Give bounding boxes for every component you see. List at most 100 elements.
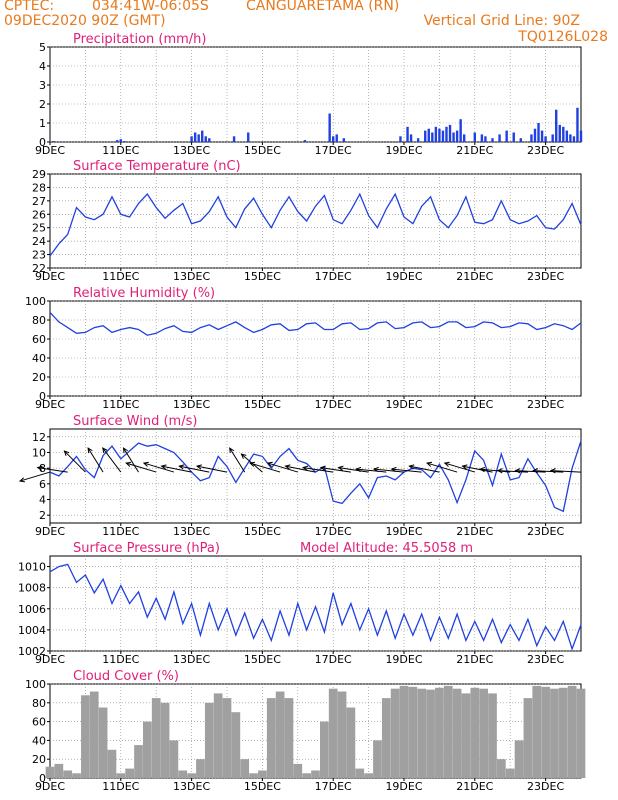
wind-arrow-head (532, 468, 539, 474)
humidity-xtick-label: 17DEC (315, 398, 352, 411)
wind-frame (49, 428, 582, 524)
cloud-cover-bar (355, 768, 365, 778)
wind-arrow-shaft (249, 462, 281, 473)
wind-arrow-shaft (123, 447, 139, 473)
wind-arrow-head (229, 447, 235, 454)
humidity-xtick-label: 19DEC (385, 398, 422, 411)
wind-arrow-shaft (267, 462, 298, 473)
header-coords: 034:41W-06:05S (92, 0, 209, 14)
cloud-cover-xtick-label: 9DEC (35, 780, 65, 793)
wind-arrow-shaft (303, 467, 334, 473)
cloud-cover-bar (567, 685, 577, 778)
cloud-cover-bar (443, 685, 453, 778)
precipitation-bar (572, 136, 576, 142)
cloud-cover-bar (89, 691, 99, 778)
precipitation-xtick-label: 11DEC (102, 144, 139, 157)
precipitation-bar (201, 130, 204, 142)
precipitation-bar (52, 141, 55, 142)
precipitation-bar (448, 124, 452, 142)
wind-arrow-shaft (64, 450, 86, 473)
temperature-ytick-label: 27 (32, 195, 46, 208)
cloud-cover-bar (134, 745, 143, 778)
pressure-ytick-label: 1004 (18, 624, 46, 637)
precipitation-bar (562, 126, 565, 142)
precipitation-bar (328, 113, 331, 142)
cloud-cover-bar (63, 770, 73, 778)
precipitation-bar (462, 134, 466, 142)
header-source: CPTEC: (4, 0, 55, 14)
wind-arrow-head (425, 461, 433, 467)
wind-arrow-head (18, 477, 26, 483)
cloud-cover-ytick-label: 80 (32, 697, 46, 710)
precipitation-bar (505, 130, 508, 142)
wind-arrow-head (390, 466, 397, 473)
precipitation-bar (519, 138, 523, 142)
precipitation-bar (441, 130, 445, 142)
cloud-cover-bar (461, 693, 471, 778)
wind-arrow-shaft (550, 470, 582, 473)
cloud-cover-bar (178, 770, 188, 778)
precipitation-bar (533, 128, 537, 142)
precipitation-bar (193, 132, 197, 142)
wind-arrow-shaft (179, 465, 210, 473)
precipitation-bar (303, 140, 307, 142)
cloud-cover-bar (293, 763, 303, 778)
cloud-cover-bar (222, 698, 232, 778)
precipitation-bar (438, 128, 441, 142)
wind-arrow-head (125, 461, 132, 467)
precipitation-bar (473, 132, 476, 142)
pressure-xtick-label: 9DEC (35, 653, 65, 666)
cloud-cover-bar (81, 695, 90, 778)
precipitation-xtick-label: 17DEC (315, 144, 352, 157)
wind-arrow-shaft (19, 471, 51, 482)
precipitation-bar (424, 130, 427, 142)
cloud-cover-bar (381, 698, 391, 778)
precipitation-bar (332, 136, 335, 142)
temperature-xtick-label: 11DEC (102, 270, 139, 283)
cloud-cover-bar (275, 691, 285, 778)
pressure-xtick-label: 21DEC (456, 653, 493, 666)
cloud-cover-xtick-label: 13DEC (173, 780, 210, 793)
precipitation-bar (459, 119, 462, 142)
wind-arrow-head (514, 468, 521, 474)
cloud-cover-bar (284, 698, 294, 778)
wind-arrow-shaft (161, 465, 192, 473)
precipitation-bar (342, 138, 346, 142)
humidity-frame (49, 300, 582, 397)
precipitation-bar (455, 130, 459, 142)
precipitation-bar (409, 134, 413, 142)
temperature-xtick-label: 21DEC (456, 270, 493, 283)
precipitation-bar (232, 136, 236, 142)
humidity-xtick-label: 9DEC (35, 398, 65, 411)
precipitation-xtick-label: 19DEC (385, 144, 422, 157)
precipitation-ytick-label: 4 (39, 60, 46, 73)
cloud-cover-ytick-label: 60 (32, 716, 46, 729)
precipitation-bar (416, 138, 420, 142)
pressure-title: Surface Pressure (hPa) (73, 541, 220, 556)
temperature-ytick-label: 24 (32, 235, 46, 248)
humidity-ytick-label: 20 (32, 371, 46, 384)
humidity-xtick-label: 13DEC (173, 398, 210, 411)
temperature-xtick-label: 19DEC (385, 270, 422, 283)
wind-xtick-label: 15DEC (244, 525, 281, 538)
cloud-cover-bar (213, 693, 223, 778)
cloud-cover-bar (319, 721, 329, 778)
wind-arrow-shaft (229, 447, 246, 473)
cloud-cover-bar (505, 768, 515, 778)
wind-title: Surface Wind (m/s) (73, 414, 197, 429)
cloud-cover-bar (346, 707, 356, 778)
cloud-cover-bar (364, 773, 373, 778)
wind-ytick-label: 6 (39, 478, 46, 491)
temperature-frame (49, 173, 582, 269)
precipitation-ytick-label: 2 (39, 98, 46, 111)
wind-arrow-shaft (462, 465, 493, 473)
header-grid-line: Vertical Grid Line: 90Z (423, 13, 580, 29)
cloud-cover-bar (373, 740, 382, 778)
cloud-cover-bar (302, 773, 312, 778)
cloud-cover-bar (258, 770, 267, 778)
wind-arrow-head (302, 465, 309, 471)
precipitation-bar (335, 134, 338, 142)
precipitation-bar (576, 107, 579, 142)
precipitation-bar (434, 126, 438, 142)
humidity-series-line (49, 311, 582, 336)
